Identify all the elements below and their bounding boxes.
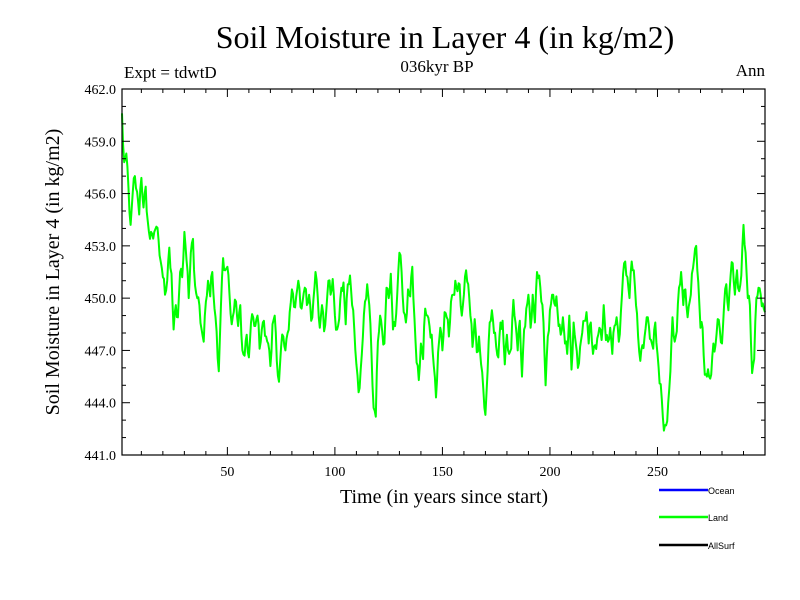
series-line-land xyxy=(121,113,766,432)
season-label: Ann xyxy=(736,61,766,80)
y-tick-label: 447.0 xyxy=(85,344,117,359)
y-axis-title: Soil Moisture in Layer 4 (in kg/m2) xyxy=(42,129,64,416)
x-tick-label: 250 xyxy=(647,465,668,480)
experiment-label: Expt = tdwtD xyxy=(124,63,217,82)
plot-frame xyxy=(121,88,766,456)
chart-subtitle: 036kyr BP xyxy=(400,57,473,76)
y-tick-label: 444.0 xyxy=(85,397,117,412)
y-tick-label: 450.0 xyxy=(85,292,117,307)
x-axis: 50 100 150 200 250 xyxy=(140,89,766,480)
x-tick-label: 150 xyxy=(432,465,453,480)
chart-title: Soil Moisture in Layer 4 (in kg/m2) xyxy=(216,19,675,55)
x-tick-label: 50 xyxy=(220,465,234,480)
plot-area xyxy=(121,88,766,456)
legend: Ocean Land AllSurf xyxy=(659,486,735,551)
x-axis-title: Time (in years since start) xyxy=(340,486,548,508)
y-axis: 441.0 444.0 447.0 450.0 453.0 456.0 459.0 462.0 xyxy=(85,83,765,464)
y-tick-label: 456.0 xyxy=(85,188,117,203)
legend-label-allsurf: AllSurf xyxy=(708,541,735,551)
x-tick-label: 100 xyxy=(324,465,345,480)
legend-label-land: Land xyxy=(708,513,728,523)
y-tick-label: 462.0 xyxy=(85,83,117,98)
y-tick-label: 453.0 xyxy=(85,240,117,255)
y-tick-label: 441.0 xyxy=(85,449,117,464)
legend-label-ocean: Ocean xyxy=(708,486,735,496)
x-tick-label: 200 xyxy=(539,465,560,480)
y-tick-label: 459.0 xyxy=(85,135,117,150)
